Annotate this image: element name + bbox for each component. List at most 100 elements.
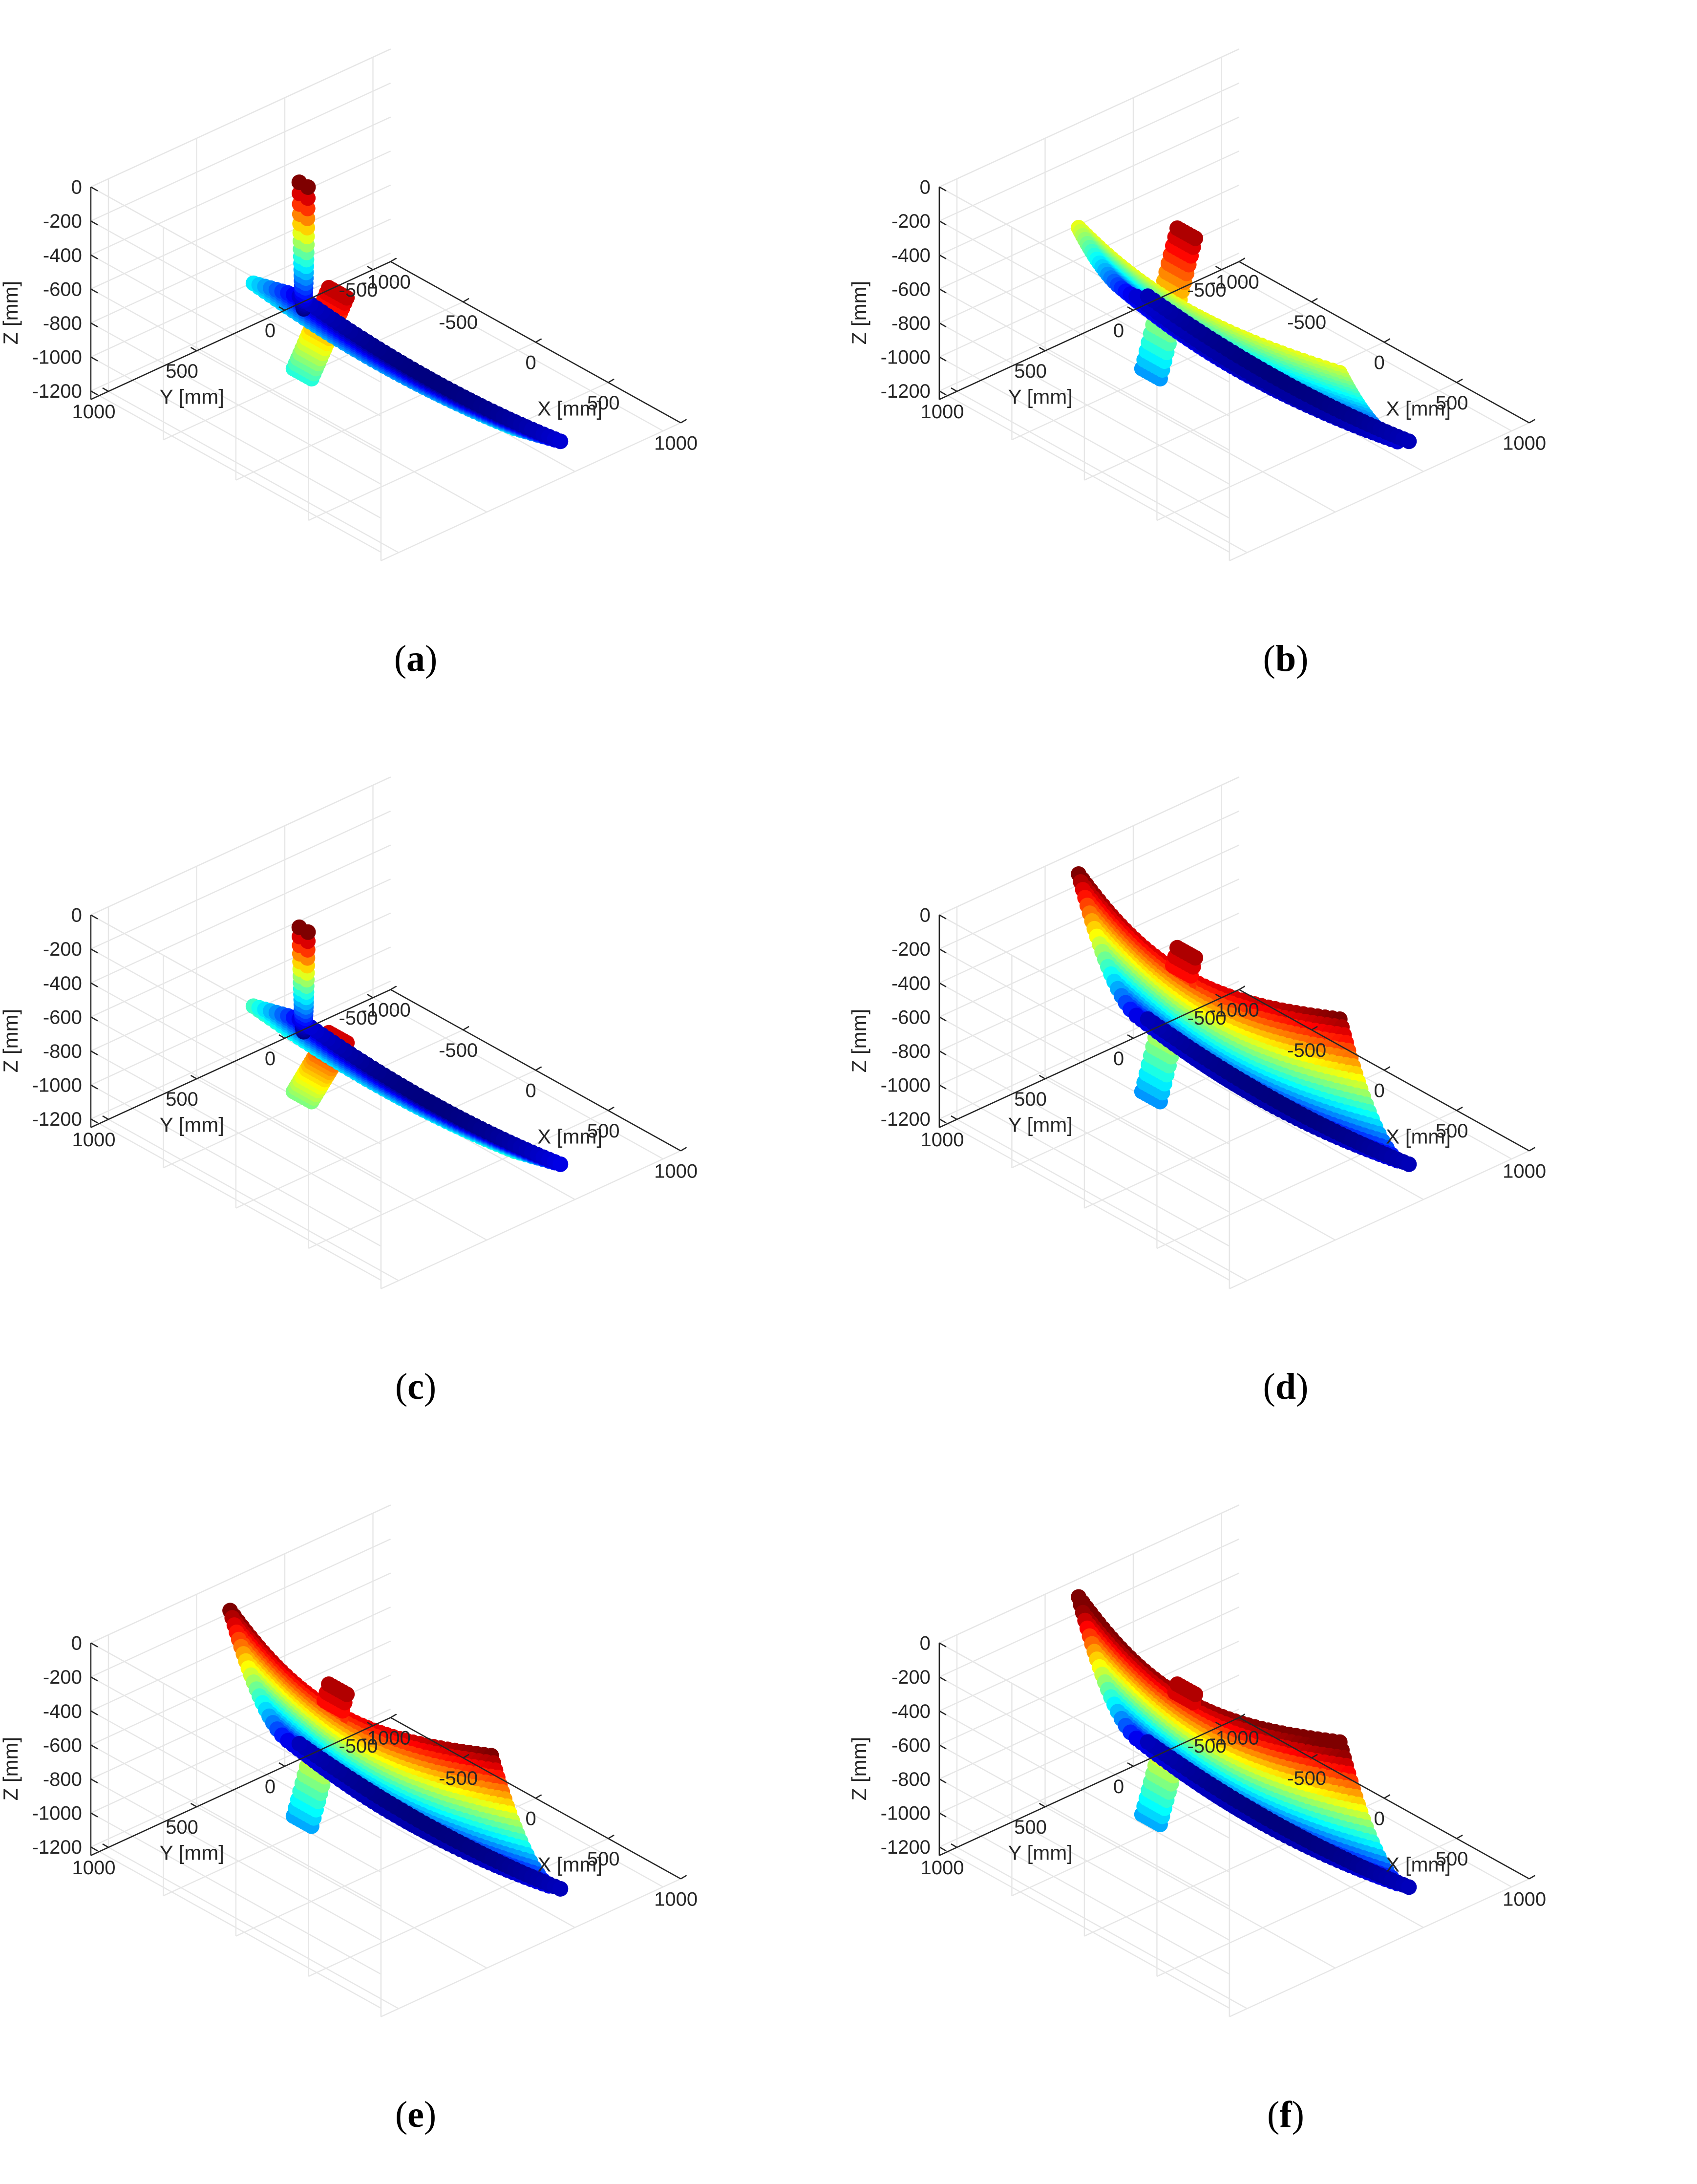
z-tick-label: 0	[71, 905, 82, 926]
plot-a: -1000-50005001000-500050010000-200-400-6…	[0, 0, 848, 728]
x-tick-mark	[1529, 419, 1535, 423]
panel-caption: (c)	[342, 1368, 489, 1405]
grid	[91, 49, 681, 560]
z-tick-label: -1200	[32, 381, 82, 402]
y-axis-label: Y [mm]	[160, 1841, 224, 1864]
z-axis-label: Z [mm]	[848, 281, 870, 345]
z-tick-mark	[91, 1711, 98, 1715]
z-tick-label: -200	[43, 211, 82, 232]
z-tick-label: -1200	[32, 1109, 82, 1130]
z-tick-label: -400	[891, 245, 931, 266]
point-cloud	[246, 920, 568, 1172]
z-tick-label: -1000	[32, 1075, 82, 1096]
gridline-floor-x-1000	[381, 1879, 681, 2016]
z-tick-mark	[91, 1119, 98, 1123]
data-point	[1188, 950, 1203, 965]
x-tick-label: 0	[525, 1808, 536, 1829]
y-tick-mark	[1127, 1035, 1133, 1038]
gridline-z-side--400	[91, 845, 391, 983]
y-tick-label: -500	[339, 1007, 378, 1029]
y-tick-label: -500	[339, 279, 378, 301]
x-tick-mark	[608, 1835, 614, 1839]
x-tick-label: -500	[1287, 1040, 1326, 1061]
x-tick-mark	[536, 1795, 542, 1798]
gridline-floor-y-1000	[957, 1847, 1247, 2009]
gridline-floor-x-1000	[381, 423, 681, 560]
gridline-z-side--600	[91, 879, 391, 1017]
z-tick-label: 0	[71, 177, 82, 198]
y-tick-label: 500	[1014, 1089, 1047, 1110]
z-tick-label: -1200	[881, 1109, 931, 1130]
x-axis-label: X [mm]	[1386, 1125, 1451, 1148]
z-tick-label: -1000	[881, 347, 931, 368]
z-tick-mark	[939, 391, 946, 395]
plot-c: -1000-50005001000-500050010000-200-400-6…	[0, 728, 848, 1456]
x-tick-label: 0	[1374, 352, 1384, 373]
z-tick-mark	[91, 1813, 98, 1817]
point-cloud	[246, 174, 568, 449]
x-tick-mark	[1457, 379, 1463, 383]
panel-caption: (b)	[1212, 640, 1359, 677]
gridline-floor-x-1000	[1230, 423, 1529, 560]
x-tick-mark	[681, 419, 687, 423]
grid	[91, 777, 681, 1288]
y-tick-label: -500	[339, 1735, 378, 1757]
z-axis-label: Z [mm]	[0, 281, 22, 345]
x-tick-mark	[1312, 299, 1317, 302]
data-point	[1188, 231, 1203, 246]
z-tick-label: -1000	[32, 1803, 82, 1824]
y-tick-label: 1000	[72, 1129, 116, 1151]
z-tick-mark	[939, 1017, 946, 1021]
z-tick-mark	[939, 949, 946, 953]
y-tick-label: -500	[1187, 1007, 1226, 1029]
x-tick-label: 0	[525, 352, 536, 373]
z-tick-mark	[91, 221, 98, 225]
z-tick-mark	[939, 323, 946, 327]
gridline-z-side--800	[91, 913, 391, 1051]
y-tick-label: 0	[265, 1048, 276, 1070]
y-tick-label: 1000	[72, 1857, 116, 1879]
z-tick-label: -1000	[881, 1075, 931, 1096]
data-point	[552, 1156, 568, 1172]
x-tick-mark	[608, 379, 614, 383]
y-tick-mark	[367, 266, 373, 270]
x-tick-mark	[391, 1714, 397, 1717]
gridline-floor-x-1000	[1230, 1879, 1529, 2016]
gridline-floor-y-1000	[108, 1847, 399, 2009]
point-cloud	[222, 1603, 568, 1896]
y-tick-label: -500	[1187, 279, 1226, 301]
z-tick-mark	[91, 1847, 98, 1851]
z-tick-mark	[91, 323, 98, 327]
x-tick-label: 1000	[654, 1160, 698, 1182]
z-tick-label: -800	[43, 1769, 82, 1790]
z-tick-label: -600	[43, 1734, 82, 1756]
z-tick-label: -600	[891, 1006, 931, 1028]
x-tick-mark	[1239, 986, 1245, 989]
z-axis-label: Z [mm]	[0, 1737, 22, 1801]
z-tick-label: -400	[43, 973, 82, 994]
x-axis-label: X [mm]	[537, 1853, 602, 1876]
z-tick-mark	[91, 289, 98, 293]
z-tick-mark	[939, 1085, 946, 1089]
gridline-floor-y-500	[197, 351, 487, 512]
z-tick-label: -400	[43, 245, 82, 266]
gridline-z-side--600	[91, 151, 391, 289]
y-tick-label: 0	[265, 1776, 276, 1798]
z-tick-label: -1000	[32, 347, 82, 368]
x-tick-mark	[536, 339, 542, 342]
x-tick-label: 0	[525, 1080, 536, 1101]
y-tick-label: 1000	[921, 1129, 964, 1151]
y-axis-label: Y [mm]	[1008, 1113, 1073, 1136]
z-tick-label: -800	[43, 313, 82, 334]
plot-b: -1000-50005001000-500050010000-200-400-6…	[848, 0, 1697, 728]
z-tick-label: -200	[43, 1667, 82, 1688]
z-tick-mark	[91, 949, 98, 953]
x-tick-mark	[681, 1147, 687, 1151]
z-tick-label: -200	[891, 939, 931, 960]
panel-caption: (a)	[342, 640, 489, 677]
